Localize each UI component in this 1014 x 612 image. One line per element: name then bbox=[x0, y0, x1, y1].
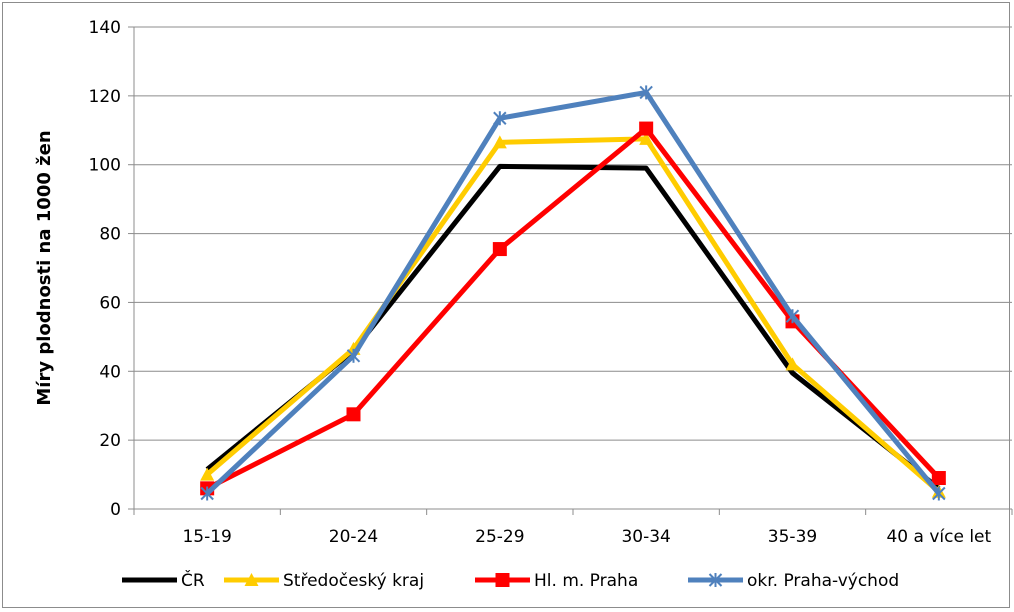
legend-marker bbox=[244, 573, 259, 586]
data-point bbox=[932, 486, 946, 501]
y-tick-label: 120 bbox=[89, 87, 121, 107]
legend-marker bbox=[495, 573, 510, 587]
y-tick-label: 60 bbox=[99, 293, 121, 313]
x-tick-labels: 15-19 20-24 25-29 30-34 35-39 40 a více let bbox=[182, 527, 991, 547]
legend-marker bbox=[708, 573, 723, 587]
data-point bbox=[200, 486, 214, 501]
y-axis-title: Míry plodnosti na 1000 žen bbox=[34, 130, 55, 405]
y-tick-label: 140 bbox=[89, 18, 121, 38]
x-tick-label: 15-19 bbox=[182, 527, 231, 547]
x-tick-label: 40 a více let bbox=[886, 527, 991, 547]
legend-label: Hl. m. Praha bbox=[534, 571, 638, 591]
data-point bbox=[639, 121, 654, 136]
series-line bbox=[205, 89, 941, 496]
legend-item: ČR bbox=[122, 569, 205, 591]
series-line bbox=[205, 136, 941, 494]
axes bbox=[128, 26, 1013, 515]
series-3 bbox=[200, 85, 946, 501]
data-point bbox=[346, 348, 361, 363]
y-tick-label: 80 bbox=[99, 225, 121, 245]
series-2 bbox=[200, 121, 946, 496]
series-line bbox=[206, 126, 941, 491]
y-tick-label: 40 bbox=[99, 362, 121, 382]
legend: ČR Středočeský kraj Hl. m. Praha okr. Praha… bbox=[122, 569, 899, 591]
legend-item: Středočeský kraj bbox=[224, 571, 424, 591]
data-point bbox=[493, 111, 507, 126]
x-tick-label: 30-34 bbox=[621, 527, 670, 547]
legend-label: okr. Praha-východ bbox=[747, 571, 899, 591]
data-point bbox=[639, 131, 654, 145]
y-tick-label: 0 bbox=[110, 500, 121, 520]
y-tick-labels: 0 20 40 60 80 100 120 140 bbox=[89, 18, 121, 520]
legend-label: ČR bbox=[181, 569, 205, 591]
legend-label: Středočeský kraj bbox=[283, 571, 424, 591]
x-tick-label: 35-39 bbox=[768, 527, 817, 547]
data-point bbox=[785, 357, 800, 371]
legend-item: okr. Praha-východ bbox=[688, 571, 899, 591]
data-point bbox=[200, 467, 215, 481]
y-tick-label: 100 bbox=[89, 156, 121, 176]
gridlines bbox=[134, 26, 1012, 441]
data-point bbox=[492, 135, 507, 149]
data-point bbox=[785, 309, 800, 324]
series-group bbox=[200, 85, 946, 501]
data-point bbox=[931, 471, 946, 486]
x-tick-label: 20-24 bbox=[329, 527, 378, 547]
x-tick-label: 25-29 bbox=[475, 527, 524, 547]
data-point bbox=[639, 85, 653, 100]
y-tick-label: 20 bbox=[99, 431, 121, 451]
legend-item: Hl. m. Praha bbox=[475, 571, 638, 591]
data-point bbox=[492, 242, 507, 257]
data-point bbox=[346, 407, 361, 422]
